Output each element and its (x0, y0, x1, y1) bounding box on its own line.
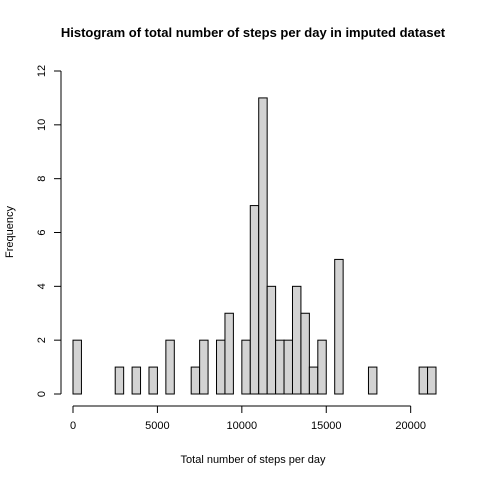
chart-title: Histogram of total number of steps per d… (61, 25, 446, 40)
histogram-bar (165, 339, 175, 395)
histogram-bar (367, 366, 378, 395)
y-tick-label: 2 (36, 337, 48, 343)
histogram-bar (114, 366, 125, 395)
x-tick-label: 15000 (311, 420, 342, 432)
histogram-bar (427, 366, 437, 395)
histogram-bar (241, 339, 251, 395)
y-tick-label: 12 (36, 65, 48, 77)
histogram-bar (266, 285, 277, 395)
histogram-bar (317, 339, 327, 395)
histogram-bar (275, 339, 285, 395)
histogram-bar (249, 205, 260, 395)
histogram-bar (199, 339, 209, 395)
histogram-bar (291, 285, 302, 395)
histogram-bar (148, 366, 158, 395)
y-tick-label: 8 (36, 176, 48, 182)
histogram-bar (308, 366, 319, 395)
x-tick-label: 5000 (145, 420, 169, 432)
histogram-bar (131, 366, 142, 395)
histogram-bar (258, 97, 268, 395)
histogram-bar (300, 312, 310, 395)
y-axis: 0 2 4 6 8 10 12 (36, 65, 62, 397)
x-tick-label: 20000 (395, 420, 426, 432)
histogram-bar (283, 339, 293, 395)
histogram-bar (224, 312, 234, 395)
histogram-bar (190, 366, 201, 395)
x-tick-label: 10000 (227, 420, 258, 432)
y-axis-label: Frequency (4, 206, 16, 258)
histogram-bar (72, 339, 82, 395)
bars-group (72, 97, 437, 395)
y-tick-label: 0 (36, 391, 48, 397)
y-tick-label: 10 (36, 119, 48, 131)
x-axis: 0 5000 10000 15000 20000 (70, 405, 426, 432)
y-tick-label: 4 (36, 283, 48, 289)
histogram-bar (418, 366, 429, 395)
y-tick-label: 6 (36, 229, 48, 235)
histogram-bar (334, 258, 344, 395)
x-tick-label: 0 (70, 420, 76, 432)
histogram-bar (216, 339, 226, 395)
x-axis-label: Total number of steps per day (181, 454, 326, 466)
